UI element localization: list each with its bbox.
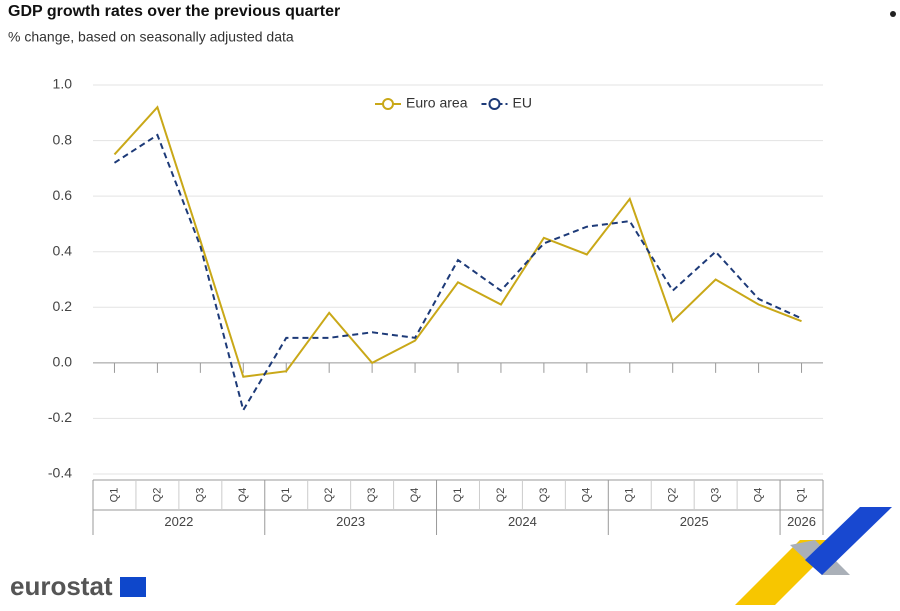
x-tick-label: Q4	[581, 488, 593, 503]
logo-text: eurostat	[10, 571, 113, 601]
chart-title: GDP growth rates over the previous quart…	[8, 3, 340, 20]
logo-flag	[120, 577, 146, 597]
x-tick-label: Q4	[237, 488, 249, 503]
x-tick-label: Q1	[452, 488, 464, 503]
x-tick-label: Q1	[280, 488, 292, 503]
x-tick-label: Q1	[795, 488, 807, 503]
series-line	[113, 133, 802, 413]
x-tick-label: Q1	[624, 488, 636, 503]
menu-dot[interactable]	[890, 11, 896, 17]
x-tick-label: Q2	[151, 488, 163, 503]
x-group-label: 2025	[680, 514, 709, 529]
y-tick-label: 0.6	[53, 187, 73, 203]
x-group-label: 2023	[336, 514, 365, 529]
x-tick-label: Q2	[667, 488, 679, 503]
series-line	[113, 105, 802, 378]
y-tick-label: 1.0	[53, 76, 73, 92]
x-group-label: 2024	[508, 514, 537, 529]
x-tick-label: Q3	[366, 488, 378, 503]
legend-marker	[488, 98, 501, 110]
y-tick-label: 0.2	[53, 298, 73, 314]
x-tick-label: Q2	[495, 488, 507, 503]
y-tick-label: 0.4	[53, 242, 73, 258]
x-tick-label: Q1	[108, 488, 120, 503]
chart-subtitle: % change, based on seasonally adjusted d…	[8, 29, 294, 45]
legend-label: EU	[512, 95, 531, 111]
x-tick-label: Q4	[752, 488, 764, 503]
x-tick-label: Q2	[323, 488, 335, 503]
x-tick-label: Q3	[710, 488, 722, 503]
x-group-label: 2022	[164, 514, 193, 529]
x-tick-label: Q4	[409, 488, 421, 503]
x-tick-label: Q3	[538, 488, 550, 503]
y-tick-label: 0.0	[53, 354, 73, 370]
x-group-label: 2026	[787, 514, 816, 529]
y-tick-label: -0.2	[48, 409, 72, 425]
x-tick-label: Q3	[194, 488, 206, 503]
y-tick-label: -0.4	[48, 465, 72, 481]
legend-marker	[382, 98, 394, 110]
y-tick-label: 0.8	[53, 131, 73, 147]
decor	[805, 507, 892, 575]
legend-label: Euro area	[406, 95, 468, 111]
